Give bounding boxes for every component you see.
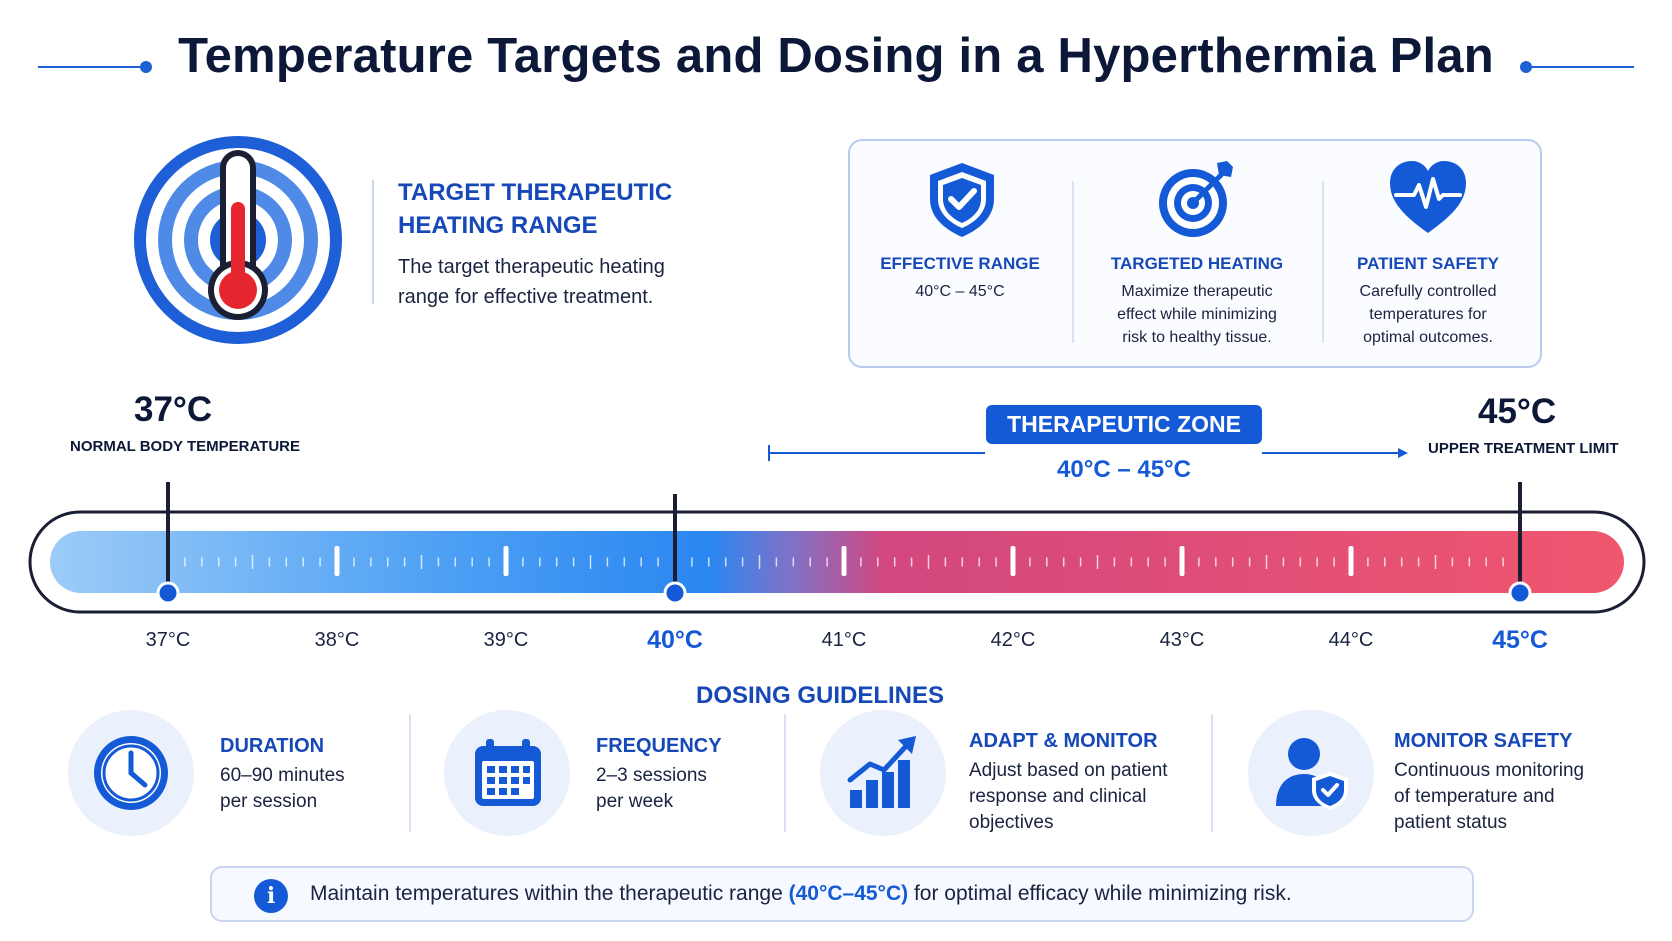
user-shield-icon <box>1276 738 1348 810</box>
target-range-heading-line2: HEATING RANGE <box>398 212 598 239</box>
note-text-highlight: (40°C–45°C) <box>788 882 909 905</box>
growth-chart-icon <box>847 736 916 808</box>
adapt-line2: response and clinical <box>969 786 1147 807</box>
note-text-after: for optimal efficacy while minimizing ri… <box>908 882 1292 905</box>
scale-gradient-bar <box>50 531 1624 593</box>
clock-icon <box>94 736 168 810</box>
frequency-line2: per week <box>596 791 674 812</box>
tick-label: 39°C <box>483 629 529 651</box>
feature-text-targeted: Maximize therapeutic effect while minimi… <box>1087 280 1307 349</box>
feature-title-targeted: TARGETED HEATING <box>1110 254 1284 273</box>
safety-title: MONITOR SAFETY <box>1394 730 1573 752</box>
therapeutic-zone-range: 40°C – 45°C <box>1057 456 1191 483</box>
markers <box>156 482 1532 605</box>
target-arrow-icon <box>1159 161 1233 237</box>
target-range-heading: TARGET THERAPEUTIC HEATING RANGE <box>398 176 728 242</box>
feature-separator-1 <box>1072 181 1074 343</box>
marker-pin <box>663 581 687 605</box>
therapeutic-zone-badge: THERAPEUTIC ZONE <box>986 405 1262 444</box>
major-tick <box>1179 546 1185 576</box>
frequency-text: 2–3 sessions per week <box>596 763 826 815</box>
adapt-title: ADAPT & MONITOR <box>969 730 1158 752</box>
duration-line1: 60–90 minutes <box>220 765 345 786</box>
feature-safety-line3: optimal outcomes. <box>1363 329 1493 346</box>
title-left-rule <box>38 66 146 68</box>
feature-safety-line2: temperatures for <box>1369 306 1487 323</box>
minor-ticks <box>184 555 1504 569</box>
frequency-line1: 2–3 sessions <box>596 765 707 786</box>
heart-pulse-icon <box>1390 161 1466 233</box>
safety-icon-circle <box>1248 710 1374 836</box>
feature-targeted-line3: risk to healthy tissue. <box>1122 329 1272 346</box>
feature-title-effective: EFFECTIVE RANGE <box>880 254 1040 273</box>
tick-label: 37°C <box>145 629 191 651</box>
dosing-separator-1 <box>409 714 411 832</box>
zone-arrow-head <box>1398 448 1408 458</box>
tick-label: 43°C <box>1159 629 1205 651</box>
title-right-rule <box>1526 66 1634 68</box>
marker-pin <box>156 581 180 605</box>
tick-label: 40°C <box>647 626 703 654</box>
major-tick <box>503 546 509 576</box>
dosing-title: DOSING GUIDELINES <box>695 682 945 709</box>
target-range-text-line1: The target therapeutic heating <box>398 256 665 278</box>
tick-label: 41°C <box>821 629 867 651</box>
major-tick <box>841 546 847 576</box>
major-tick <box>1348 546 1354 576</box>
target-range-heading-line1: TARGET THERAPEUTIC <box>398 179 673 206</box>
marker-pin <box>1508 581 1532 605</box>
major-tick <box>1010 546 1016 576</box>
info-icon: i <box>254 879 288 913</box>
feature-text-effective: 40°C – 45°C <box>850 280 1070 303</box>
tick-label: 38°C <box>314 629 360 651</box>
feature-text-safety: Carefully controlled temperatures for op… <box>1318 280 1538 349</box>
normal-temp-caption: NORMAL BODY TEMPERATURE <box>70 438 301 455</box>
safety-line3: patient status <box>1394 812 1508 833</box>
upper-limit-value: 45°C <box>1478 392 1557 431</box>
upper-limit-caption: UPPER TREATMENT LIMIT <box>1428 440 1619 457</box>
temperature-scale <box>28 445 1646 614</box>
feature-separator-2 <box>1322 181 1324 343</box>
adapt-text: Adjust based on patient response and cli… <box>969 758 1199 836</box>
feature-safety-line1: Carefully controlled <box>1359 283 1497 300</box>
duration-text: 60–90 minutes per session <box>220 763 450 815</box>
shield-check-icon <box>930 163 994 237</box>
frequency-title: FREQUENCY <box>596 735 722 757</box>
adapt-line3: objectives <box>969 812 1054 833</box>
feature-effective-line1: 40°C – 45°C <box>915 283 1005 300</box>
page-title: Temperature Targets and Dosing in a Hype… <box>178 29 1494 83</box>
normal-temp-value: 37°C <box>134 390 213 429</box>
title-left-dot <box>140 61 152 73</box>
safety-line2: of temperature and <box>1394 786 1555 807</box>
duration-line2: per session <box>220 791 318 812</box>
major-tick <box>334 546 340 576</box>
duration-title: DURATION <box>220 735 325 757</box>
target-range-text-line2: range for effective treatment. <box>398 286 654 308</box>
calendar-icon <box>475 739 541 806</box>
note-text: Maintain temperatures within the therape… <box>310 882 1292 906</box>
safety-line1: Continuous monitoring <box>1394 760 1585 781</box>
thermometer-target-icon <box>134 136 342 344</box>
adapt-line1: Adjust based on patient <box>969 760 1168 781</box>
dosing-separator-3 <box>1211 714 1213 832</box>
note-text-before: Maintain temperatures within the therape… <box>310 882 789 905</box>
target-range-divider <box>372 180 374 304</box>
tick-label: 44°C <box>1328 629 1374 651</box>
dosing-separator-2 <box>784 714 786 832</box>
feature-targeted-line1: Maximize therapeutic <box>1121 283 1273 300</box>
feature-targeted-line2: effect while minimizing <box>1117 306 1277 323</box>
tick-label: 42°C <box>990 629 1036 651</box>
major-ticks <box>334 546 1354 576</box>
tick-label: 45°C <box>1492 626 1548 654</box>
target-range-description: The target therapeutic heating range for… <box>398 252 728 312</box>
feature-title-safety: PATIENT SAFETY <box>1357 254 1499 273</box>
safety-text: Continuous monitoring of temperature and… <box>1394 758 1624 836</box>
note-box <box>210 866 1474 922</box>
